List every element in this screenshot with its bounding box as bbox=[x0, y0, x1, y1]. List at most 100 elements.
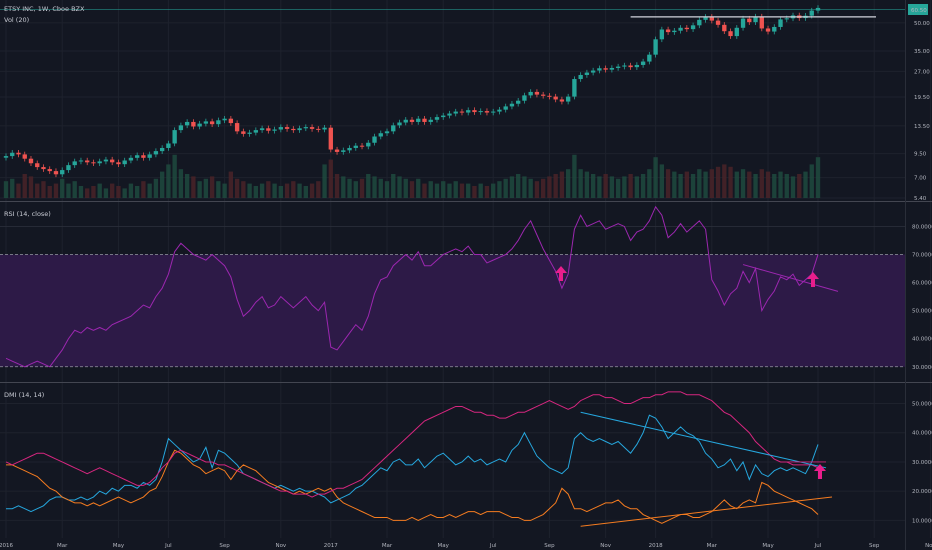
volume-bar bbox=[509, 176, 515, 198]
volume-bar bbox=[66, 183, 71, 198]
candle-body bbox=[522, 95, 527, 101]
volume-bar bbox=[328, 159, 333, 198]
volume-bar bbox=[603, 174, 608, 198]
dmi-series-line-3 bbox=[5, 391, 819, 498]
candle-body bbox=[397, 122, 402, 126]
candle-body bbox=[122, 160, 127, 165]
candle-body bbox=[765, 28, 771, 32]
candle-body bbox=[640, 61, 646, 65]
volume-bar bbox=[447, 183, 452, 198]
price-annotations bbox=[0, 9, 905, 18]
volume-bar bbox=[159, 171, 165, 198]
volume-bar bbox=[384, 181, 390, 198]
candle-body bbox=[534, 91, 540, 95]
volume-bar bbox=[284, 183, 290, 198]
candle-body bbox=[47, 169, 52, 172]
candle-body bbox=[653, 39, 658, 55]
candle-body bbox=[53, 171, 59, 175]
candle-body bbox=[303, 127, 308, 129]
candle-body bbox=[272, 129, 277, 131]
volume-bar bbox=[341, 176, 346, 198]
candle-body bbox=[153, 151, 159, 155]
candle-body bbox=[134, 155, 140, 158]
candle-body bbox=[253, 130, 259, 133]
rsi-axis-label: 50.0000 bbox=[912, 309, 932, 315]
volume-bar bbox=[503, 178, 508, 198]
rsi-pane[interactable]: RSI (14, close) 80.0000 70.0000 60.0000 50.… bbox=[0, 205, 932, 371]
candle-body bbox=[497, 109, 502, 112]
candle-body bbox=[28, 158, 34, 164]
arrow-up-icon bbox=[807, 272, 819, 287]
dmi-pane[interactable]: DMI (14, 14) 50.0000 40.0000 30.0000 20.000… bbox=[4, 391, 932, 527]
candle-body bbox=[16, 152, 21, 155]
candle-body bbox=[516, 100, 521, 104]
time-axis-label: Nov bbox=[600, 543, 611, 549]
candle-body bbox=[590, 70, 596, 73]
candle-body bbox=[316, 128, 321, 130]
candle-body bbox=[759, 16, 764, 29]
dmi-blue-trend-line bbox=[580, 411, 827, 469]
price-axis-label: 13.50 bbox=[914, 124, 930, 130]
volume-bar bbox=[697, 169, 702, 198]
price-pane[interactable]: ETSY INC, 1W, Cboe BZX Vol (20) 5.40 7.00… bbox=[0, 4, 930, 202]
candle-body bbox=[609, 67, 615, 70]
candle-body bbox=[697, 19, 702, 26]
candle-body bbox=[634, 64, 640, 68]
volume-bar bbox=[141, 181, 146, 198]
volume-bar bbox=[28, 176, 34, 198]
candle-body bbox=[409, 119, 415, 122]
candle-body bbox=[441, 115, 446, 118]
volume-bar bbox=[372, 176, 377, 198]
candle-body bbox=[559, 99, 565, 102]
volume-bar bbox=[740, 169, 746, 198]
candle-body bbox=[540, 94, 546, 96]
candle-body bbox=[728, 31, 733, 37]
candle-body bbox=[672, 30, 677, 33]
volume-bar bbox=[391, 174, 396, 198]
volume-bar bbox=[3, 181, 9, 198]
volume-bar bbox=[110, 183, 115, 198]
volume-bar bbox=[272, 183, 277, 198]
volume-bar bbox=[359, 178, 365, 198]
candle-body bbox=[209, 121, 215, 125]
candle-body bbox=[603, 68, 608, 70]
candle-body bbox=[584, 72, 590, 75]
dmi-axis-label: 20.0000 bbox=[912, 489, 932, 495]
volume-bar bbox=[366, 174, 371, 198]
volume-bar bbox=[597, 176, 602, 198]
candle-body bbox=[491, 111, 496, 113]
candle-body bbox=[734, 27, 739, 37]
candle-body bbox=[266, 128, 271, 131]
candle-body bbox=[60, 170, 65, 175]
candle-body bbox=[809, 10, 814, 16]
volume-bar bbox=[409, 181, 415, 198]
volume-bar bbox=[85, 188, 90, 198]
candle-body bbox=[753, 16, 758, 23]
candle-body bbox=[341, 150, 346, 152]
volume-bar bbox=[578, 169, 583, 198]
volume-bar bbox=[759, 169, 764, 198]
volume-bar bbox=[491, 183, 496, 198]
candle-body bbox=[116, 162, 121, 165]
volume-bar bbox=[228, 171, 234, 198]
volume-bar bbox=[803, 171, 808, 198]
volume-bar bbox=[266, 181, 271, 198]
dmi-axis: 50.0000 40.0000 30.0000 20.0000 10.0000 bbox=[912, 402, 932, 525]
volume-bar bbox=[172, 154, 177, 198]
candle-body bbox=[597, 68, 602, 71]
candle-body bbox=[416, 118, 421, 122]
candle-body bbox=[659, 29, 665, 40]
candle-body bbox=[278, 127, 284, 130]
candle-body bbox=[715, 20, 721, 25]
volume-bar bbox=[203, 178, 209, 198]
volume-bar bbox=[665, 169, 671, 198]
candle-body bbox=[434, 117, 440, 120]
volume-bar bbox=[303, 186, 308, 198]
volume-bar bbox=[191, 176, 196, 198]
volume-bar bbox=[478, 183, 483, 198]
volume-bar bbox=[278, 186, 284, 198]
volume-bar bbox=[316, 181, 321, 198]
volume-bar bbox=[253, 186, 259, 198]
candle-body bbox=[384, 131, 390, 134]
